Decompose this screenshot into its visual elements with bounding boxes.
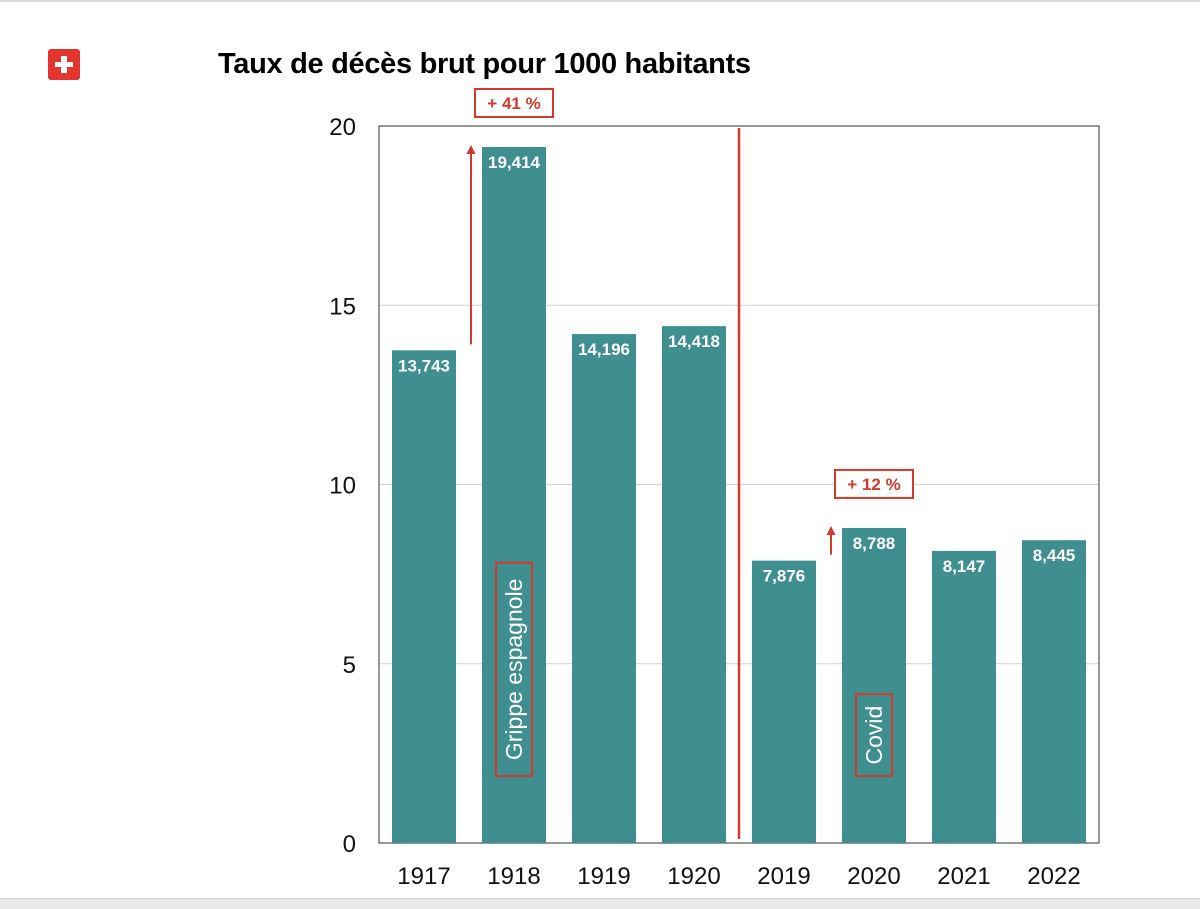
event-label-box (855, 693, 893, 778)
x-tick-label: 2022 (1027, 863, 1080, 890)
increase-annotation-label: + 41 % (487, 94, 540, 113)
bar-value-label: 8,445 (1033, 546, 1076, 565)
bar-value-label: 13,743 (398, 356, 450, 375)
increase-annotation-box (474, 88, 554, 119)
bottom-border (0, 898, 1200, 909)
event-label: Covid (861, 706, 887, 765)
bar-value-label: 14,196 (578, 340, 630, 359)
event-label: Grippe espagnole (501, 579, 527, 761)
x-tick-label: 1918 (487, 863, 540, 890)
bar-value-label: 7,876 (763, 567, 806, 586)
event-label-box (495, 561, 533, 778)
top-border (0, 0, 1200, 2)
bar (572, 334, 636, 843)
y-tick-label: 0 (343, 831, 356, 858)
bar (842, 527, 906, 843)
x-tick-label: 2019 (757, 863, 810, 890)
swiss-flag-icon (48, 49, 80, 80)
bar (482, 147, 546, 843)
bar (662, 326, 726, 843)
x-tick-label: 1917 (397, 863, 450, 890)
x-tick-label: 1920 (667, 863, 720, 890)
x-tick-label: 2020 (847, 863, 900, 890)
y-tick-label: 5 (343, 652, 356, 679)
bar-value-label: 14,418 (668, 332, 720, 351)
bar (752, 560, 816, 843)
x-tick-label: 2021 (937, 863, 990, 890)
chart-title: Taux de décès brut pour 1000 habitants (218, 48, 751, 80)
plot-frame (378, 125, 1100, 844)
bar (392, 350, 456, 843)
y-tick-label: 20 (329, 114, 356, 141)
bar (932, 550, 996, 843)
x-tick-label: 1919 (577, 863, 630, 890)
increase-arrow-head (466, 145, 476, 155)
bar-value-label: 8,788 (853, 534, 896, 553)
bar (1022, 540, 1086, 843)
increase-arrow-head (826, 525, 836, 535)
y-tick-label: 10 (329, 473, 356, 500)
y-tick-label: 15 (329, 293, 356, 320)
bar-value-label: 8,147 (943, 557, 986, 576)
increase-annotation-box (834, 468, 914, 499)
bar-value-label: 19,414 (488, 153, 541, 172)
increase-annotation-label: + 12 % (847, 475, 900, 494)
